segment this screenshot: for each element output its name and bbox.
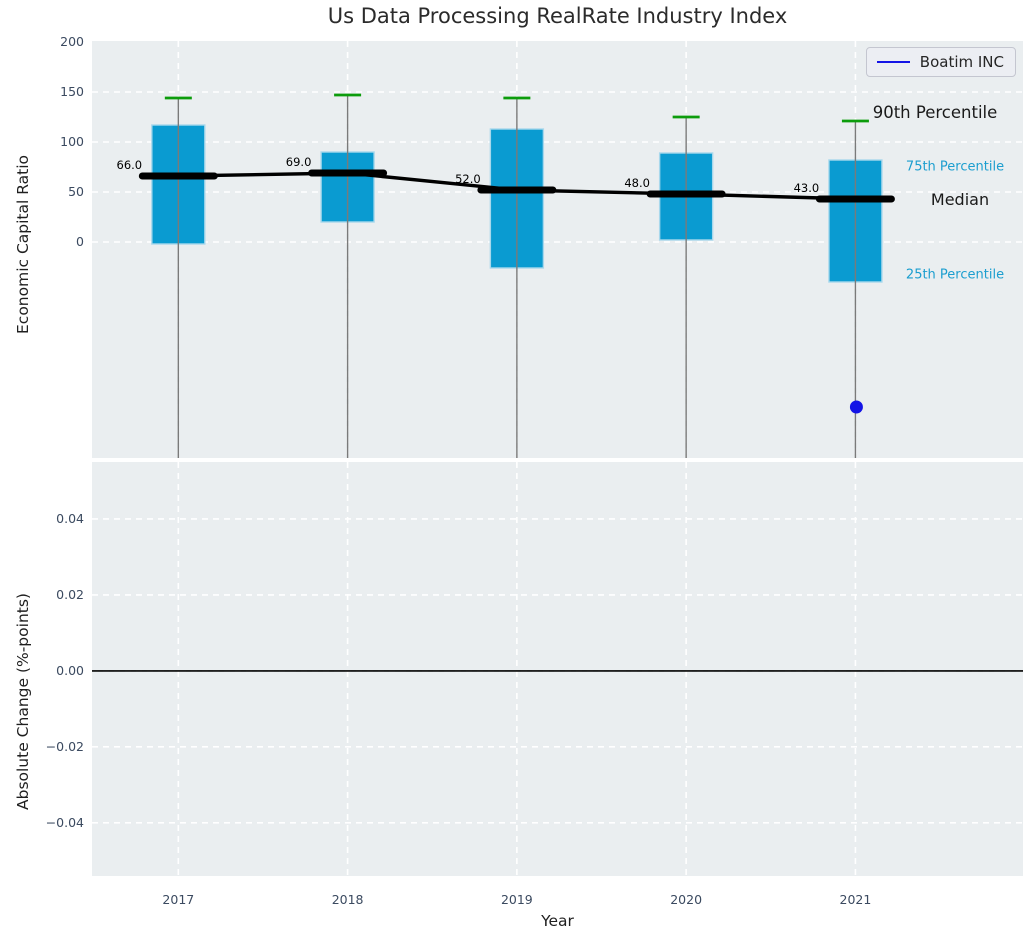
top-y-tick-label: 100 [0,133,84,151]
bottom-y-tick-label: 0.00 [0,662,84,680]
x-tick-label: 2019 [482,891,552,909]
x-tick-label: 2018 [313,891,383,909]
percentile-annotation: 25th Percentile [906,268,1004,283]
median-value-label: 69.0 [286,155,312,169]
x-tick-label: 2017 [143,891,213,909]
top-y-tick-label: 0 [0,233,84,251]
bottom-y-tick-label: 0.02 [0,586,84,604]
top-y-tick-label: 150 [0,83,84,101]
percentile-annotation: 90th Percentile [873,103,998,122]
bottom-y-tick-label: −0.04 [0,814,84,832]
bottom-y-tick-label: −0.02 [0,738,84,756]
x-tick-label: 2021 [820,891,890,909]
top-y-tick-label: 200 [0,33,84,51]
chart-figure: Us Data Processing RealRate Industry Ind… [0,0,1034,942]
bottom-y-tick-label: 0.04 [0,510,84,528]
top-y-tick-label: 50 [0,183,84,201]
median-value-label: 48.0 [624,176,650,190]
median-value-label: 52.0 [455,172,481,186]
x-axis-label: Year [92,912,1023,930]
median-value-label: 43.0 [794,181,820,195]
legend: Boatim INC [866,47,1016,77]
chart-title: Us Data Processing RealRate Industry Ind… [92,4,1023,28]
bottom-axes [92,462,1023,876]
legend-label: Boatim INC [920,53,1004,71]
top-axes: 66.0 69.0 52.0 48.0 43.0 90th Percentile 75th … [92,41,1023,458]
legend-line-sample [877,61,910,63]
percentile-annotation: 75th Percentile [906,160,1004,175]
top-plot-canvas: 66.0 69.0 52.0 48.0 43.0 90th Percentile 75th … [92,41,1023,458]
percentile-annotation: Median [931,190,989,209]
bottom-plot-canvas [92,462,1023,876]
median-value-label: 66.0 [117,158,143,172]
x-tick-label: 2020 [651,891,721,909]
bottom-y-axis-label: Absolute Change (%-points) [14,593,32,810]
company-point [850,401,863,414]
